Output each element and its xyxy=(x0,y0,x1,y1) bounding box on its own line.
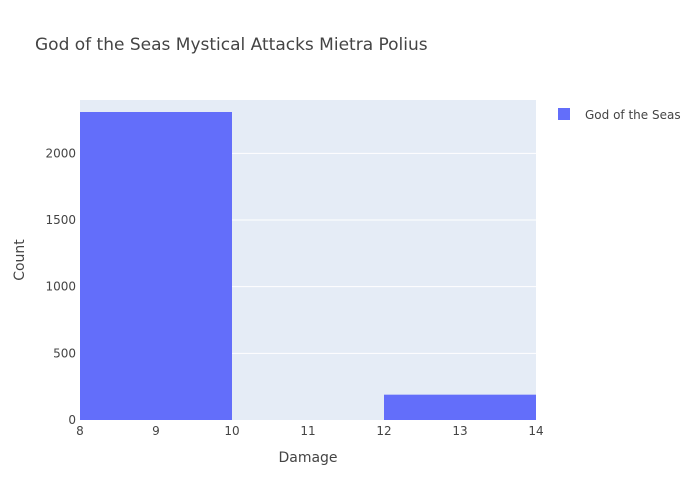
x-tick-label: 9 xyxy=(152,424,160,438)
x-tick-label: 11 xyxy=(300,424,315,438)
y-axis-ticks: 0 500 1000 1500 2000 xyxy=(45,146,76,427)
legend-label: God of the Seas xyxy=(585,108,681,122)
chart-title: God of the Seas Mystical Attacks Mietra … xyxy=(35,35,428,55)
histogram-bar[interactable] xyxy=(384,394,536,420)
x-tick-label: 12 xyxy=(376,424,391,438)
y-tick-label: 0 xyxy=(68,413,76,427)
y-axis-title: Count xyxy=(12,239,28,281)
y-tick-label: 1500 xyxy=(45,213,76,227)
x-tick-label: 10 xyxy=(224,424,239,438)
x-tick-label: 13 xyxy=(452,424,467,438)
histogram-bar[interactable] xyxy=(80,112,232,420)
x-tick-label: 14 xyxy=(528,424,543,438)
legend[interactable]: God of the Seas xyxy=(558,108,681,122)
y-tick-label: 500 xyxy=(53,346,76,360)
x-axis-title: Damage xyxy=(278,450,337,466)
y-tick-label: 2000 xyxy=(45,146,76,160)
y-tick-label: 1000 xyxy=(45,280,76,294)
bars-group xyxy=(80,112,536,420)
x-tick-label: 8 xyxy=(76,424,84,438)
x-axis-ticks: 8 9 10 11 12 13 14 xyxy=(76,424,543,438)
legend-swatch xyxy=(558,108,570,120)
